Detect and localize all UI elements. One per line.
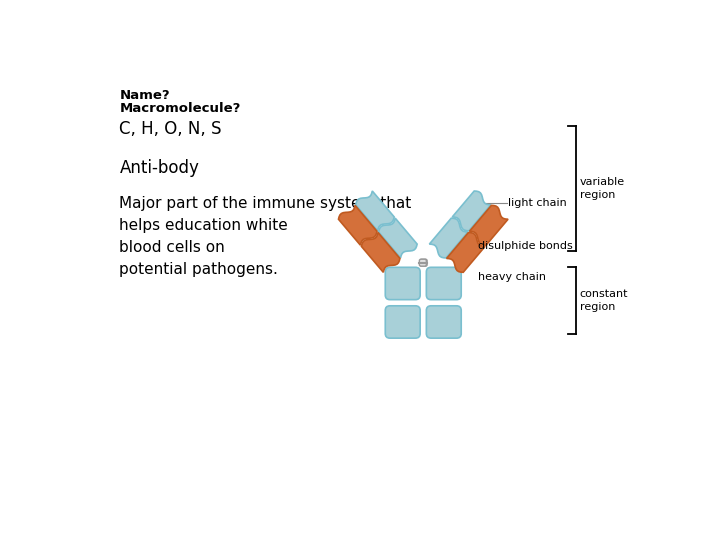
Polygon shape [338, 205, 377, 245]
Text: Anti-body: Anti-body [120, 159, 199, 177]
Polygon shape [429, 218, 468, 258]
FancyBboxPatch shape [426, 306, 462, 338]
FancyBboxPatch shape [385, 267, 420, 300]
FancyBboxPatch shape [426, 267, 462, 300]
FancyBboxPatch shape [419, 259, 426, 266]
FancyBboxPatch shape [420, 259, 427, 266]
Text: Macromolecule?: Macromolecule? [120, 102, 240, 115]
FancyBboxPatch shape [385, 306, 420, 338]
Polygon shape [469, 205, 508, 245]
Text: light chain: light chain [508, 198, 567, 208]
Text: constant
region: constant region [580, 289, 629, 312]
Text: heavy chain: heavy chain [477, 272, 546, 281]
Text: Major part of the immune system that
helps education white
blood cells on
potent: Major part of the immune system that hel… [120, 195, 412, 278]
Text: disulphide bonds: disulphide bonds [477, 241, 572, 251]
Text: variable
region: variable region [580, 177, 625, 200]
Text: Name?: Name? [120, 90, 170, 103]
Polygon shape [446, 233, 485, 272]
Polygon shape [379, 218, 417, 258]
Text: C, H, O, N, S: C, H, O, N, S [120, 120, 222, 138]
Polygon shape [356, 191, 395, 231]
Polygon shape [361, 233, 400, 272]
Polygon shape [452, 191, 491, 231]
